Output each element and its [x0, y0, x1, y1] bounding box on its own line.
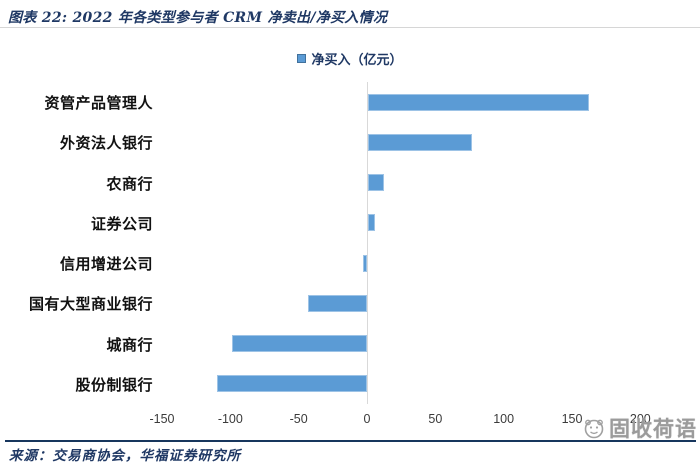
- category-label: 信用增进公司: [59, 255, 153, 274]
- legend-label: 净买入（亿元）: [311, 53, 403, 68]
- footer-divider: [5, 440, 696, 442]
- x-axis-tick-label: -50: [289, 412, 308, 426]
- bar: [368, 174, 385, 192]
- bar: [216, 375, 367, 393]
- category-label: 国有大型商业银行: [28, 295, 153, 314]
- x-axis-tick-label: 0: [363, 412, 371, 426]
- category-label: 农商行: [106, 174, 153, 193]
- bar: [362, 254, 367, 272]
- panda-face-icon: [584, 419, 604, 439]
- legend-marker-icon: [297, 54, 307, 63]
- category-label: 股份制银行: [75, 375, 153, 394]
- category-label: 外资法人银行: [59, 134, 153, 153]
- x-axis-tick-label: 200: [629, 412, 651, 426]
- category-label: 城商行: [106, 335, 153, 354]
- legend: 净买入（亿元）: [0, 49, 700, 68]
- category-label: 资管产品管理人: [44, 94, 153, 113]
- bar: [368, 214, 375, 232]
- bar: [308, 294, 367, 312]
- watermark-text: 固收荷语: [609, 416, 697, 441]
- category-label: 证券公司: [90, 214, 153, 233]
- zero-axis-line: [367, 82, 368, 404]
- x-axis-tick-label: -150: [149, 412, 175, 426]
- source-note: 来源：交易商协会，华福证券研究所: [9, 448, 241, 464]
- bar: [231, 335, 367, 353]
- watermark: 固收荷语: [581, 413, 697, 443]
- bar: [368, 133, 472, 151]
- x-axis-tick-label: -100: [217, 412, 243, 426]
- top-divider: [0, 27, 700, 28]
- figure-title: 图表 22: 2022 年各类型参与者 CRM 净卖出/净买入情况: [8, 10, 388, 26]
- x-axis-tick-label: 100: [493, 412, 515, 426]
- bar: [368, 93, 590, 111]
- x-axis-tick-label: 50: [428, 412, 443, 426]
- x-axis-tick-label: 150: [561, 412, 583, 426]
